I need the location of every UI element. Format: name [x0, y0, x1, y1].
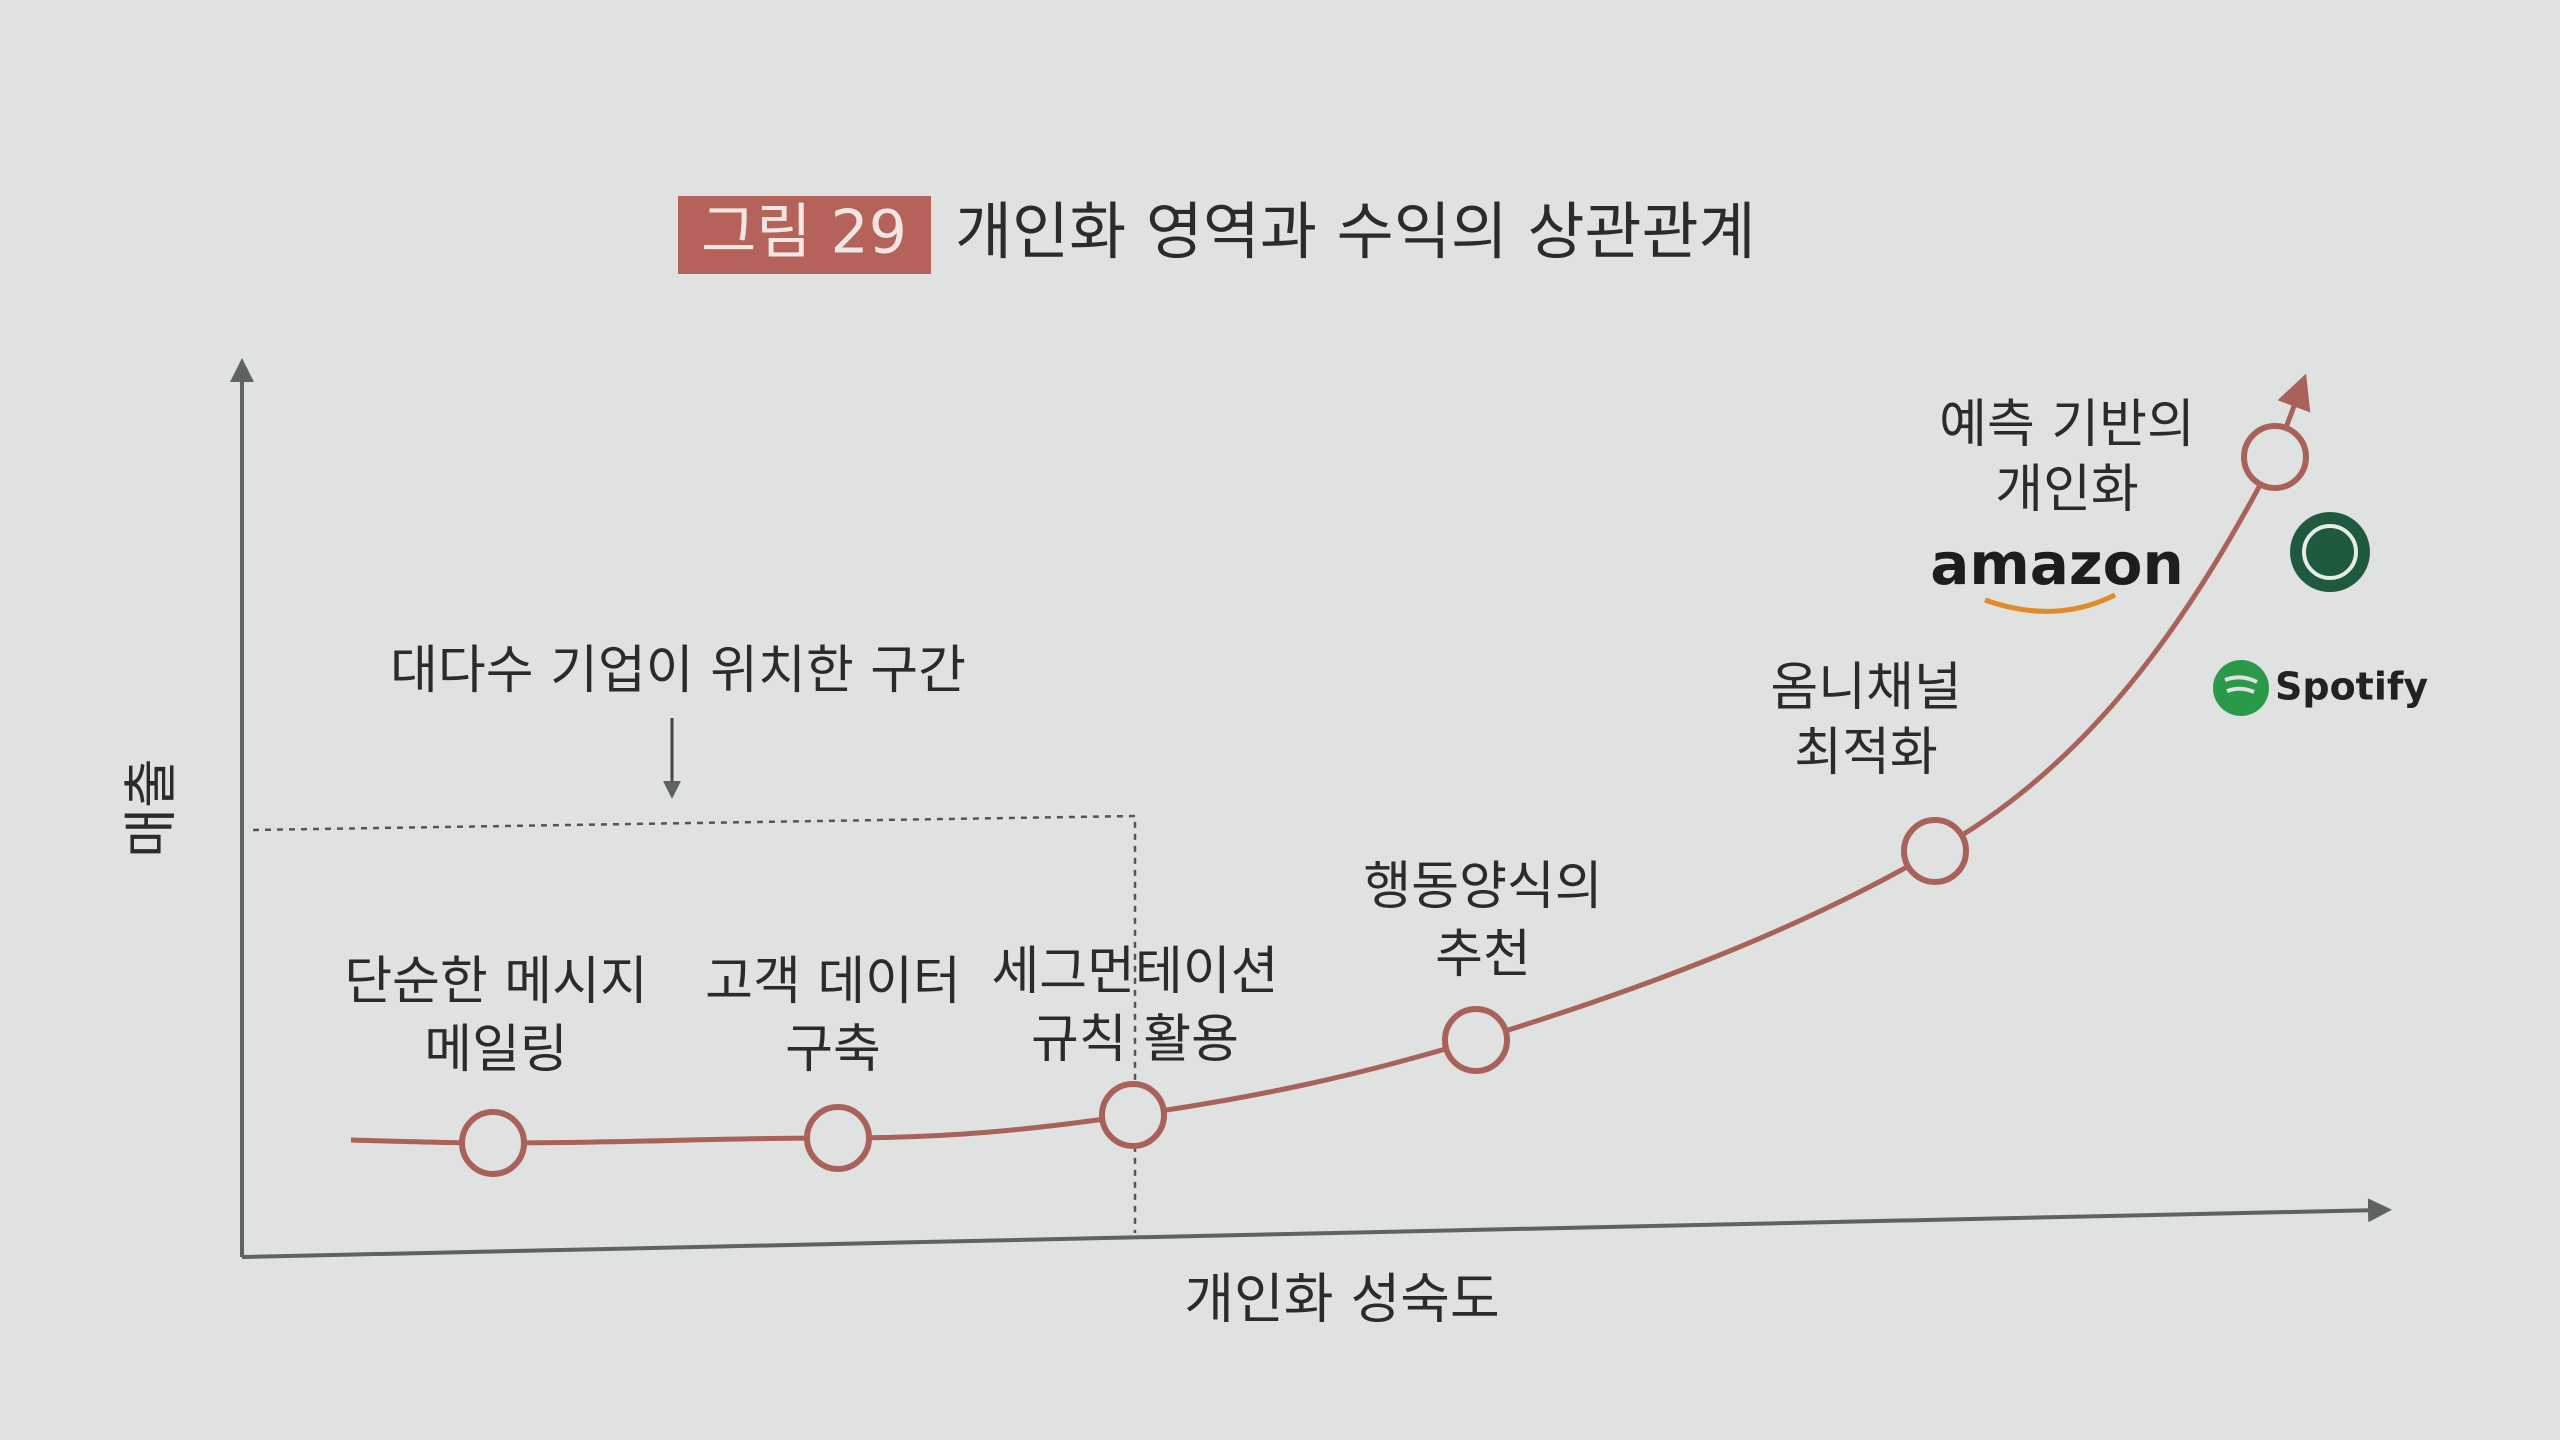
- starbucks-logo: [2290, 512, 2370, 592]
- node-circle: [804, 1104, 872, 1172]
- node-label: 단순한 메시지: [344, 952, 648, 1012]
- node-label: 구축: [785, 1020, 881, 1080]
- node-markers: [459, 423, 2309, 1177]
- amazon-smile: [1984, 592, 2117, 614]
- node-circle: [1099, 1081, 1167, 1149]
- node-label: 행동양식의: [1363, 857, 1602, 917]
- node-circle: [1901, 817, 1969, 885]
- node-circle: [1442, 1006, 1510, 1074]
- node-label: 규칙 활용: [1031, 1010, 1239, 1070]
- starbucks-logo-ring: [2302, 524, 2358, 580]
- brand-amazon: amazon: [1930, 530, 2184, 598]
- y-axis-label: 매출: [120, 758, 183, 857]
- node-label: 개인화: [1995, 460, 2139, 520]
- brand-spotify: Spotify: [2275, 665, 2428, 709]
- node-label: 세그먼테이션: [991, 942, 1278, 1002]
- x-axis: [241, 1198, 2392, 1259]
- x-axis-label: 개인화 성숙도: [1184, 1268, 1499, 1331]
- spotify-waves: [2224, 675, 2258, 694]
- title-label: 그림 29: [701, 198, 907, 268]
- node-label: 예측 기반의: [1939, 395, 2195, 455]
- node-label: 옴니채널: [1770, 658, 1961, 718]
- zone-label: 대다수 기업이 위치한 구간: [390, 641, 966, 701]
- node-label: 최적화: [1794, 723, 1938, 783]
- title-label-box: [678, 196, 931, 274]
- title: 개인화 영역과 수익의 상관관계: [955, 195, 1756, 268]
- node-circle: [459, 1109, 527, 1177]
- node-circle: [2241, 423, 2309, 491]
- node-label: 추천: [1435, 925, 1531, 985]
- node-label: 고객 데이터: [705, 952, 961, 1012]
- growth-curve: [350, 373, 2311, 1146]
- node-label: 메일링: [424, 1020, 568, 1080]
